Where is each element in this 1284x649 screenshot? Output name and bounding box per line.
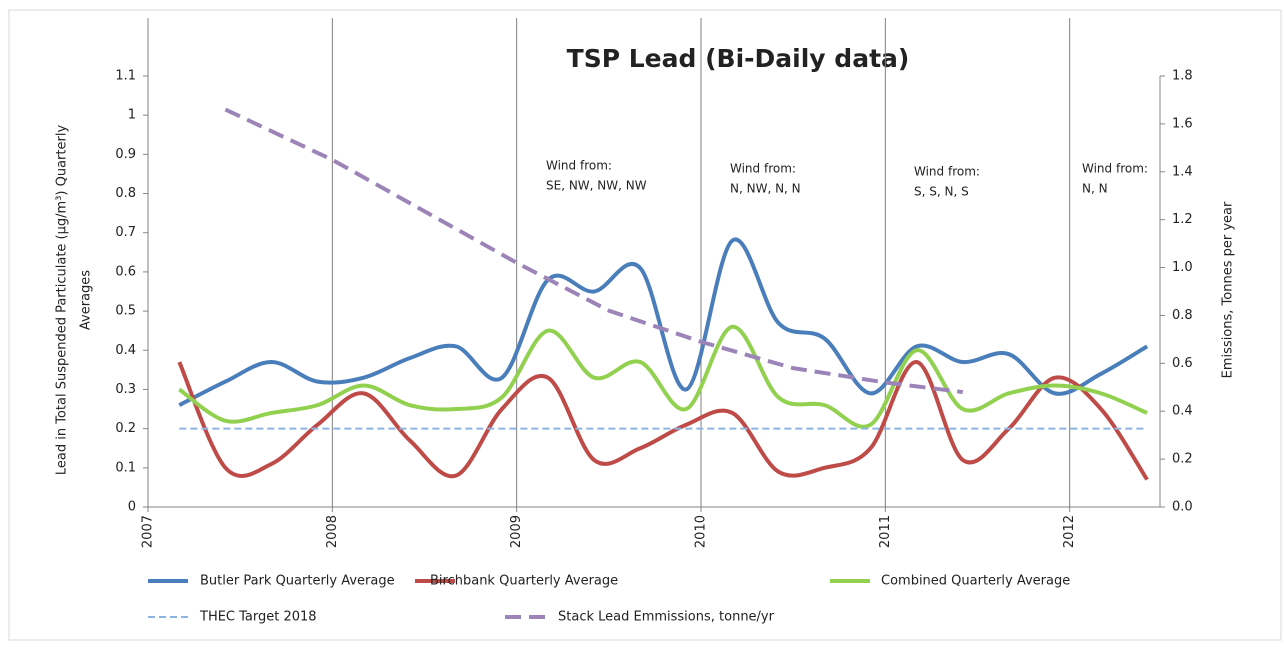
y-tick-label: 0.5 bbox=[115, 304, 136, 319]
y-tick-label: 0.7 bbox=[115, 225, 136, 240]
y-tick-label: 0.8 bbox=[115, 186, 136, 201]
y2-tick-label: 0.0 bbox=[1172, 500, 1193, 515]
x-tick-label: 2009 bbox=[509, 515, 524, 548]
legend-label: Birchbank Quarterly Average bbox=[430, 574, 618, 589]
x-tick-label: 2007 bbox=[141, 515, 156, 548]
legend-label: Butler Park Quarterly Average bbox=[200, 574, 395, 589]
y2-tick-label: 0.2 bbox=[1172, 452, 1193, 467]
series-line bbox=[178, 237, 1149, 407]
y2-tick-label: 1.0 bbox=[1172, 260, 1193, 275]
series-line bbox=[178, 324, 1148, 429]
annotation: Wind from: bbox=[914, 165, 980, 179]
y-tick-label: 1.1 bbox=[115, 69, 136, 84]
y-tick-label: 0.3 bbox=[115, 382, 136, 397]
y-tick-label: 0.2 bbox=[115, 421, 136, 436]
y-tick-label: 1 bbox=[128, 108, 136, 123]
x-tick-label: 2010 bbox=[694, 515, 709, 548]
y-tick-label: 0 bbox=[128, 500, 136, 515]
y2-tick-label: 0.8 bbox=[1172, 308, 1193, 323]
y-tick-label: 0.4 bbox=[115, 343, 136, 358]
annotation-detail: N, N bbox=[1082, 182, 1108, 196]
chart-title: TSP Lead (Bi-Daily data) bbox=[567, 44, 910, 73]
annotation: Wind from: bbox=[546, 159, 612, 173]
x-tick-label: 2008 bbox=[325, 515, 340, 548]
annotation: Wind from: bbox=[730, 162, 796, 176]
legend-label: THEC Target 2018 bbox=[199, 610, 317, 625]
legend-label: Stack Lead Emmissions, tonne/yr bbox=[558, 610, 775, 625]
annotation-detail: SE, NW, NW, NW bbox=[546, 179, 647, 193]
y2-tick-label: 1.4 bbox=[1172, 164, 1193, 179]
y2-tick-label: 0.4 bbox=[1172, 404, 1193, 419]
x-tick-label: 2011 bbox=[878, 515, 893, 548]
annotation: Wind from: bbox=[1082, 162, 1148, 176]
y-axis-label: Averages bbox=[79, 270, 94, 330]
y-tick-label: 0.1 bbox=[115, 460, 136, 475]
y-tick-label: 0.6 bbox=[115, 264, 136, 279]
emissions-line bbox=[224, 107, 964, 395]
chart-border bbox=[8, 9, 1282, 641]
y2-axis-label: Emissions, Tonnes per year bbox=[1221, 201, 1236, 378]
y2-tick-label: 1.8 bbox=[1172, 69, 1193, 84]
annotation-detail: N, NW, N, N bbox=[730, 182, 801, 196]
y2-tick-label: 0.6 bbox=[1172, 356, 1193, 371]
y-axis-label: Lead in Total Suspended Particulate (µg/… bbox=[55, 125, 70, 476]
x-tick-label: 2012 bbox=[1062, 515, 1077, 548]
series-line bbox=[177, 360, 1149, 481]
legend-label: Combined Quarterly Average bbox=[881, 574, 1070, 589]
y-tick-label: 0.9 bbox=[115, 147, 136, 162]
y2-tick-label: 1.2 bbox=[1172, 212, 1193, 227]
annotation-detail: S, S, N, S bbox=[914, 185, 969, 199]
y2-tick-label: 1.6 bbox=[1172, 116, 1193, 131]
